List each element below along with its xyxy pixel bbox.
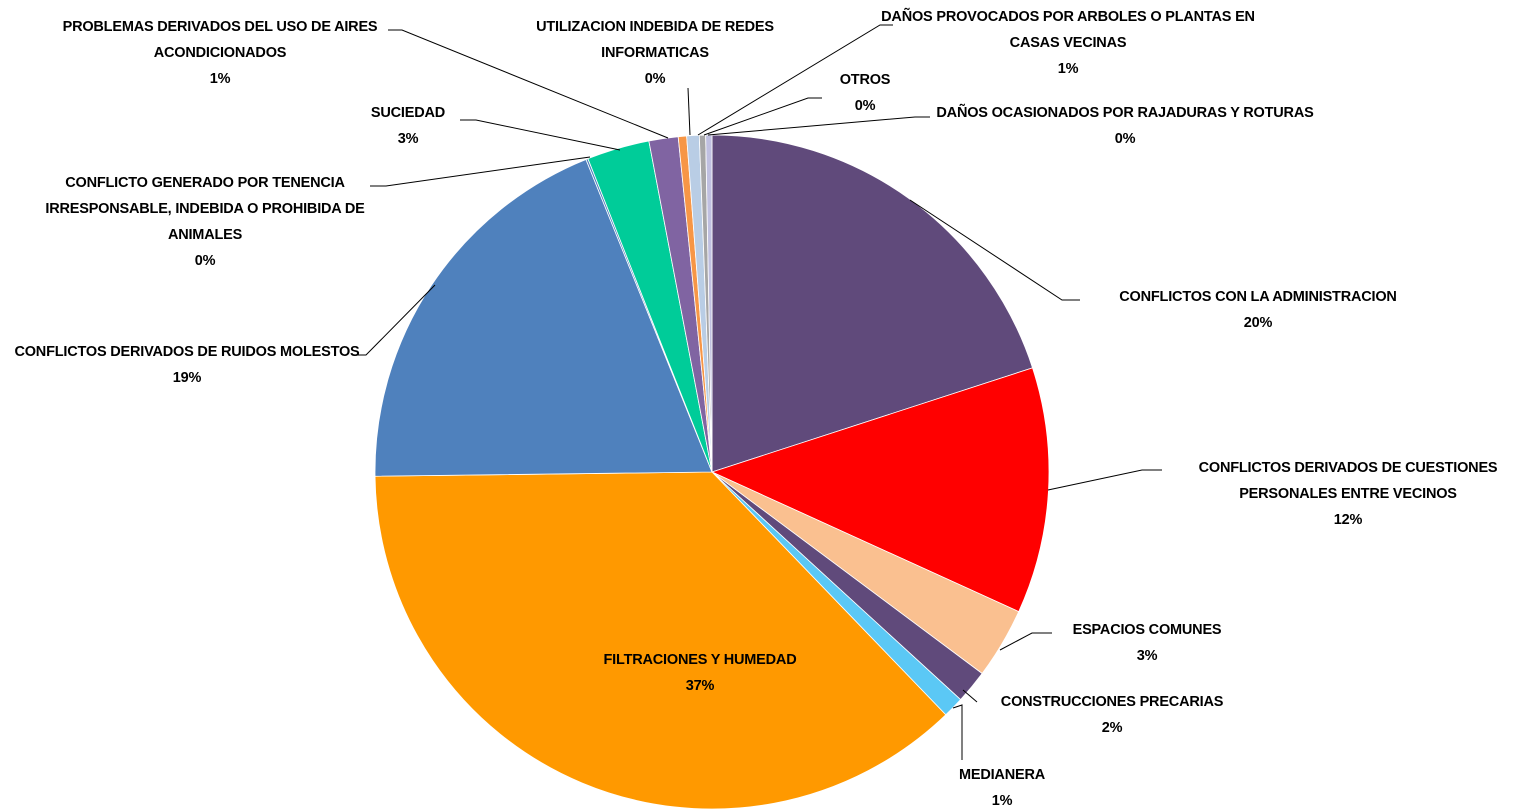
category-name: OTROS bbox=[839, 72, 891, 88]
slice-label: SUCIEDAD 3% bbox=[333, 100, 483, 152]
value-label: 19% bbox=[172, 370, 202, 386]
category-name: CONFLICTOS DERIVADOS DE RUIDOS MOLESTOS bbox=[14, 344, 360, 360]
pie-slice bbox=[711, 134, 1034, 473]
category-name: DAÑOS OCASIONADOS POR RAJADURAS Y ROTURA… bbox=[936, 105, 1314, 121]
slice-label: CONFLICTO GENERADO POR TENENCIA IRRESPON… bbox=[20, 170, 390, 274]
leader-line bbox=[962, 689, 978, 703]
category-name: PROBLEMAS DERIVADOS DEL USO DE AIRES ACO… bbox=[62, 19, 378, 61]
leader-line bbox=[370, 156, 591, 187]
value-label: 0% bbox=[1114, 131, 1136, 147]
value-label: 20% bbox=[1243, 315, 1273, 331]
leader-line bbox=[999, 632, 1052, 651]
value-label: 1% bbox=[209, 71, 231, 87]
leader-line bbox=[703, 97, 822, 136]
category-name: MEDIANERA bbox=[958, 767, 1045, 783]
value-label: 0% bbox=[854, 98, 876, 114]
slice-label: CONSTRUCCIONES PRECARIAS 2% bbox=[962, 689, 1262, 741]
leader-line bbox=[707, 116, 930, 136]
leader-line bbox=[388, 29, 669, 139]
leader-line bbox=[1047, 469, 1162, 491]
slice-label: CONFLICTOS CON LA ADMINISTRACION 20% bbox=[1068, 284, 1448, 336]
value-label: 0% bbox=[644, 71, 666, 87]
slice-label: CONFLICTOS DERIVADOS DE CUESTIONES PERSO… bbox=[1158, 455, 1534, 533]
slice-label: UTILIZACION INDEBIDA DE REDES INFORMATIC… bbox=[505, 14, 805, 92]
category-name: FILTRACIONES Y HUMEDAD bbox=[603, 652, 797, 668]
category-name: SUCIEDAD bbox=[370, 105, 446, 121]
value-label: 2% bbox=[1101, 720, 1123, 736]
category-name: CONFLICTOS CON LA ADMINISTRACION bbox=[1119, 289, 1397, 305]
category-name: ESPACIOS COMUNES bbox=[1072, 622, 1222, 638]
value-label: 3% bbox=[1136, 648, 1158, 664]
value-label: 3% bbox=[397, 131, 419, 147]
slice-label: DAÑOS OCASIONADOS POR RAJADURAS Y ROTURA… bbox=[925, 100, 1325, 152]
leader-line bbox=[687, 87, 691, 136]
slice-label: ESPACIOS COMUNES 3% bbox=[1017, 617, 1277, 669]
category-name: CONSTRUCCIONES PRECARIAS bbox=[1000, 694, 1224, 710]
category-name: DAÑOS PROVOCADOS POR ARBOLES O PLANTAS E… bbox=[881, 9, 1255, 51]
slice-label: CONFLICTOS DERIVADOS DE RUIDOS MOLESTOS 1… bbox=[12, 339, 362, 391]
slice-label: DAÑOS PROVOCADOS POR ARBOLES O PLANTAS E… bbox=[868, 4, 1268, 82]
leader-line bbox=[352, 284, 436, 356]
category-name: CONFLICTOS DERIVADOS DE CUESTIONES PERSO… bbox=[1198, 460, 1498, 502]
leader-line bbox=[697, 24, 893, 136]
slice-label: PROBLEMAS DERIVADOS DEL USO DE AIRES ACO… bbox=[40, 14, 400, 92]
value-label: 37% bbox=[685, 678, 715, 694]
value-label: 12% bbox=[1333, 512, 1363, 528]
slice-label: MEDIANERA 1% bbox=[902, 762, 1102, 812]
pie-slice bbox=[374, 471, 947, 810]
pie-slice bbox=[710, 367, 1050, 613]
slice-label: OTROS 0% bbox=[805, 67, 925, 119]
value-label: 1% bbox=[1057, 61, 1079, 77]
value-label: 0% bbox=[194, 253, 216, 269]
value-label: 1% bbox=[991, 793, 1013, 809]
leader-line bbox=[460, 119, 621, 151]
category-name: CONFLICTO GENERADO POR TENENCIA IRRESPON… bbox=[45, 175, 365, 243]
leader-line bbox=[952, 704, 963, 760]
leader-line bbox=[909, 199, 1080, 301]
category-name: UTILIZACION INDEBIDA DE REDES INFORMATIC… bbox=[536, 19, 774, 61]
pie-slice bbox=[374, 158, 713, 477]
slice-label: FILTRACIONES Y HUMEDAD 37% bbox=[540, 647, 860, 699]
